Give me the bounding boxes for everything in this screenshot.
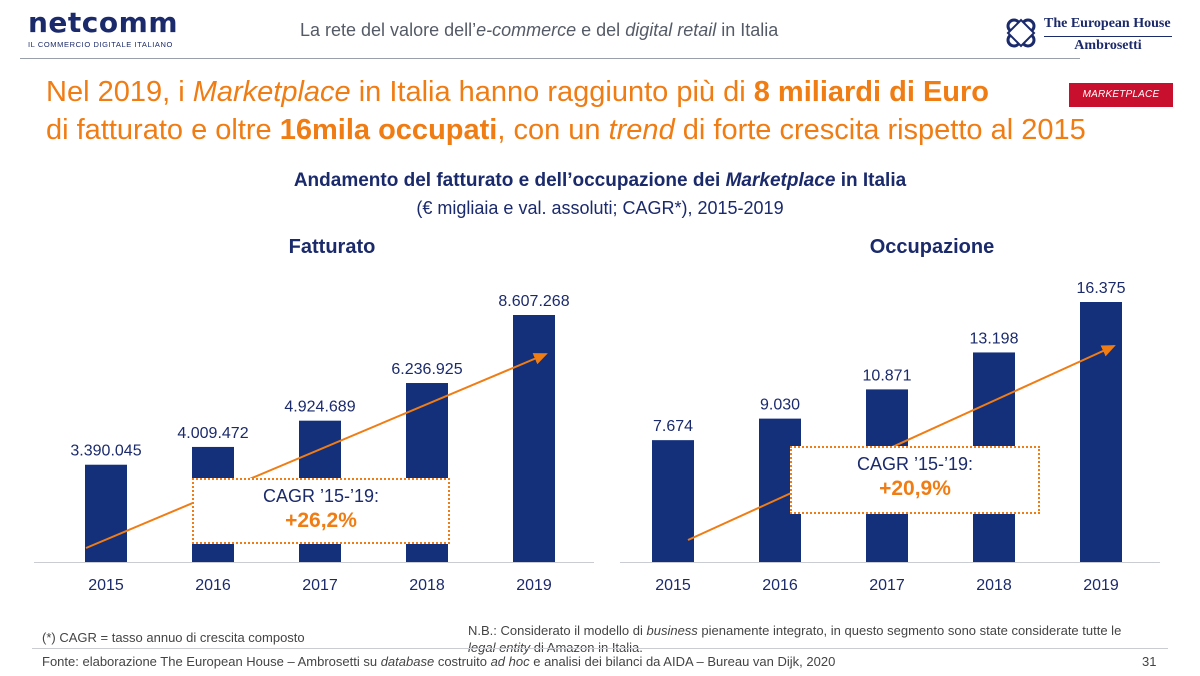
headline-text: , con un (497, 114, 609, 146)
footnote-text: di Amazon in Italia. (530, 640, 643, 655)
footnote-emphasis: legal entity (468, 640, 531, 655)
data-label-2018: 13.198 (970, 330, 1019, 347)
source-text: e analisi dei bilanci da AIDA – Bureau v… (529, 654, 836, 669)
cagr-label: CAGR ’15-’19: (262, 486, 380, 506)
panel-title-fatturato: Fatturato (288, 236, 376, 258)
data-label-2017: 10.871 (863, 367, 912, 384)
category-label-2018: 2018 (976, 577, 1012, 594)
headline-line-2: di fatturato e oltre 16mila occupati, co… (46, 114, 1086, 147)
cagr-value: +26,2% (285, 509, 357, 532)
category-label-2018: 2018 (409, 577, 445, 594)
chart-fatturato: 3.390.045 2015 4.009.472 2016 4.924.689 2017 6… (70, 293, 569, 594)
headline-text: di fatturato e oltre (46, 114, 280, 146)
teha-logo-mark-icon (1006, 18, 1036, 48)
footnote-text: N.B.: Considerato il modello di (468, 623, 647, 638)
footer-divider (32, 648, 1168, 649)
cagr-value: +20,9% (879, 477, 951, 500)
headline-bold: 16mila occupati (279, 114, 498, 146)
cagr-label: CAGR ’15-’19: (856, 454, 974, 474)
source-note: Fonte: elaborazione The European House –… (42, 654, 835, 669)
chart-title-text: in Italia (835, 170, 907, 191)
netcomm-logo-tagline: IL COMMERCIO DIGITALE ITALIANO (28, 40, 173, 49)
data-label-2018: 6.236.925 (391, 361, 462, 378)
chart-subtitle: (€ migliaia e val. assoluti; CAGR*), 201… (416, 198, 784, 218)
data-label-2019: 16.375 (1077, 280, 1126, 297)
teha-logo: The European House Ambrosetti (1004, 14, 1184, 54)
page-number: 31 (1142, 654, 1157, 669)
chart-title-text: Andamento del fatturato e dell’occupazio… (293, 170, 726, 191)
chart-baseline (34, 562, 594, 563)
tagline-part: in Italia (716, 20, 779, 40)
source-text: costruito (434, 654, 491, 669)
headline-emphasis: trend (608, 114, 675, 146)
headline-text: di forte crescita rispetto al 2015 (674, 114, 1086, 146)
section-badge: MARKETPLACE (1069, 83, 1173, 107)
category-label-2017: 2017 (869, 577, 905, 594)
bar-2019 (1080, 302, 1122, 562)
teha-logo-line2: Ambrosetti (1044, 36, 1172, 54)
data-label-2016: 4.009.472 (177, 425, 248, 442)
category-label-2019: 2019 (516, 577, 552, 594)
netcomm-logo-word: netcomm (28, 6, 178, 39)
source-emphasis: ad hoc (490, 654, 530, 669)
cagr-box-occupazione: CAGR ’15-’19: +20,9% (790, 446, 1040, 514)
footnote-text: pienamente integrato, in questo segmento… (697, 623, 1122, 638)
tagline-emphasis-ecommerce: e-commerce (476, 20, 577, 40)
footnote-emphasis: business (646, 623, 698, 638)
data-label-2019: 8.607.268 (498, 293, 569, 310)
headline-emphasis: Marketplace (192, 76, 351, 108)
data-label-2017: 4.924.689 (284, 399, 355, 416)
data-label-2016: 9.030 (760, 397, 800, 414)
headline-text: in Italia hanno raggiunto più di (350, 76, 754, 108)
trend-arrow (85, 353, 548, 549)
header-divider (20, 58, 1080, 59)
tagline-part: La rete del valore dell’ (300, 20, 477, 40)
category-label-2016: 2016 (195, 577, 231, 594)
header-tagline: La rete del valore dell’e-commerce e del… (300, 20, 778, 41)
data-label-2015: 3.390.045 (70, 443, 141, 460)
footnote-nb: N.B.: Considerato il modello di business… (468, 622, 1128, 656)
headline-line-1: Nel 2019, i Marketplace in Italia hanno … (46, 76, 989, 109)
bar-2015 (85, 464, 127, 562)
cagr-box-fatturato: CAGR ’15-’19: +26,2% (192, 478, 450, 544)
source-text: Fonte: elaborazione The European House –… (42, 654, 381, 669)
headline-bold: 8 miliardi di Euro (753, 76, 990, 108)
bar-2019 (513, 315, 555, 562)
category-label-2015: 2015 (655, 577, 691, 594)
data-label-2015: 7.674 (653, 418, 693, 435)
chart-baseline (620, 562, 1160, 563)
chart-title-emphasis: Marketplace (725, 170, 836, 191)
tagline-emphasis-digital-retail: digital retail (625, 20, 717, 40)
teha-logo-line1: The European House (1044, 16, 1171, 31)
bar-2015 (652, 440, 694, 562)
headline-text: Nel 2019, i (46, 76, 193, 108)
netcomm-logo: netcomm IL COMMERCIO DIGITALE ITALIANO (28, 8, 193, 56)
source-emphasis: database (380, 654, 435, 669)
tagline-part: e del (576, 20, 626, 40)
panel-title-occupazione: Occupazione (869, 236, 995, 258)
chart-occupazione: 7.674 2015 9.030 2016 10.871 2017 13.198 2018 16… (652, 280, 1126, 594)
footnote-cagr: (*) CAGR = tasso annuo di crescita compo… (42, 630, 305, 645)
category-label-2015: 2015 (88, 577, 124, 594)
category-label-2016: 2016 (762, 577, 798, 594)
trend-arrow (687, 345, 1116, 541)
category-label-2019: 2019 (1083, 577, 1119, 594)
category-label-2017: 2017 (302, 577, 338, 594)
chart-title: Andamento del fatturato e dell’occupazio… (0, 170, 1200, 192)
